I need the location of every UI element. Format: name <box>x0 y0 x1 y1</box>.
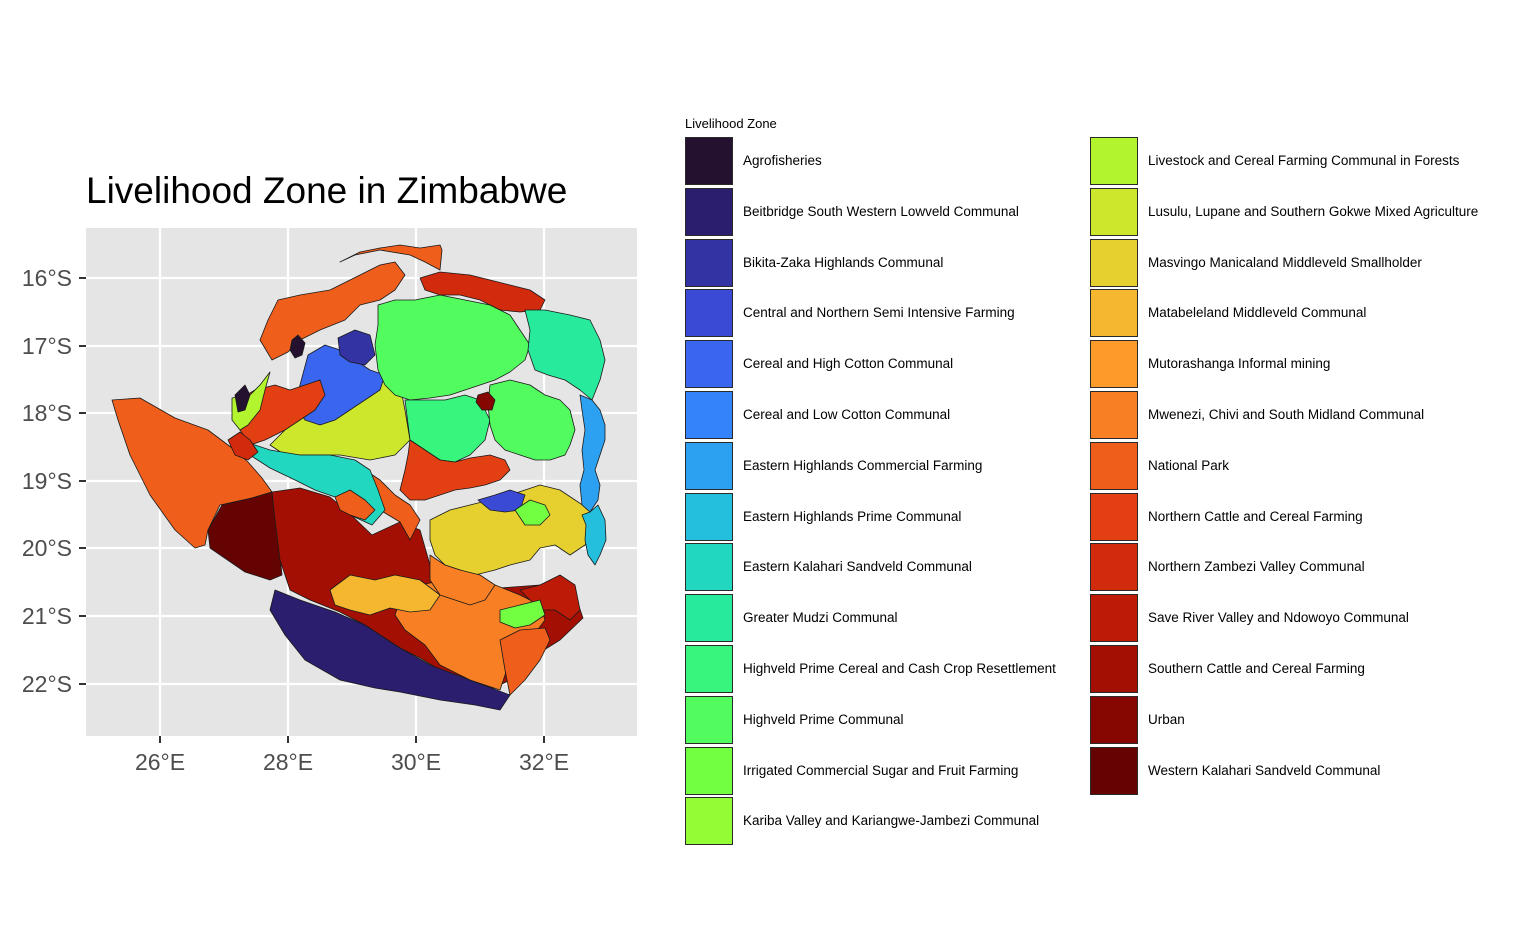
legend-swatch <box>685 492 733 541</box>
zone-northern-cattle-and-cereal-farming <box>399 439 511 501</box>
legend-swatch <box>685 137 733 185</box>
zone-urban <box>475 391 496 411</box>
legend-label: Mwenezi, Chivi and South Midland Communa… <box>1148 406 1425 422</box>
zone-highveld-prime-communal <box>374 294 531 401</box>
legend-swatch <box>1090 187 1138 236</box>
legend-label: Highveld Prime Communal <box>743 711 904 727</box>
axis-ticks <box>79 277 545 743</box>
legend-swatch <box>685 340 733 389</box>
zone-central-and-northern-semi-intensive-farming <box>477 489 526 513</box>
y-tick-label: 22°S <box>22 671 72 697</box>
zone-eastern-highlands-prime-communal <box>581 504 607 566</box>
legend-label: Greater Mudzi Communal <box>743 610 898 626</box>
zone-bikita-zaka-highlands-communal <box>337 329 376 366</box>
legend-label: Eastern Highlands Commercial Farming <box>743 457 983 473</box>
x-tick-label: 30°E <box>391 749 441 775</box>
legend-label: Matabeleland Middleveld Communal <box>1148 305 1367 321</box>
legend-swatch <box>685 543 733 592</box>
legend-swatch <box>1090 137 1138 185</box>
legend-swatch <box>1090 340 1138 389</box>
legend-swatch <box>1090 390 1138 439</box>
legend-label: Masvingo Manicaland Middleveld Smallhold… <box>1148 254 1422 270</box>
legend-label: Cereal and High Cotton Communal <box>743 356 954 372</box>
zone-agrofisheries <box>234 384 251 413</box>
legend-label: Central and Northern Semi Intensive Farm… <box>743 305 1015 321</box>
zimbabwe-zones <box>111 244 607 711</box>
legend-label: Agrofisheries <box>743 153 822 168</box>
zone-irrigated-commercial-sugar-and-fruit-farming <box>499 599 546 629</box>
legend-label: Urban <box>1148 711 1185 727</box>
y-tick-label: 20°S <box>22 535 72 561</box>
y-tick-label: 17°S <box>22 333 72 359</box>
legend-swatch <box>1090 695 1138 744</box>
legend-label: National Park <box>1148 457 1230 473</box>
legend-swatch <box>1090 289 1138 338</box>
legend-label: Bikita-Zaka Highlands Communal <box>743 254 944 270</box>
legend-swatch <box>1090 441 1138 490</box>
legend-swatch <box>685 746 733 795</box>
map-title: Livelihood Zone in Zimbabwe <box>86 170 568 211</box>
zone-beitbridge-south-western-lowveld-communal <box>269 589 511 711</box>
legend-label: Eastern Highlands Prime Communal <box>743 508 962 524</box>
legend-label: Highveld Prime Cereal and Cash Crop Rese… <box>743 660 1056 676</box>
legend-swatch <box>685 289 733 338</box>
zone-national-park <box>259 261 406 361</box>
legend-label: Livestock and Cereal Farming Communal in… <box>1148 153 1460 168</box>
legend-title: Livelihood Zone <box>685 116 777 131</box>
legend-swatch <box>1090 492 1138 541</box>
legend-label: Kariba Valley and Kariangwe-Jambezi Comm… <box>743 813 1040 829</box>
legend-swatch <box>1090 746 1138 795</box>
zone-national-park <box>339 244 443 271</box>
legend-label: Southern Cattle and Cereal Farming <box>1148 660 1365 676</box>
legend-label: Lusulu, Lupane and Southern Gokwe Mixed … <box>1148 203 1479 219</box>
legend-label: Western Kalahari Sandveld Communal <box>1148 762 1381 778</box>
legend-label: Save River Valley and Ndowoyo Communal <box>1148 610 1409 626</box>
x-tick-label: 32°E <box>519 749 569 775</box>
zone-national-park <box>499 627 551 696</box>
legend-label: Northern Cattle and Cereal Farming <box>1148 508 1363 524</box>
legend-swatch <box>685 187 733 236</box>
legend-swatch <box>685 441 733 490</box>
legend-swatch <box>1090 594 1138 643</box>
legend-swatch <box>685 797 733 846</box>
legend-label: Irrigated Commercial Sugar and Fruit Far… <box>743 762 1019 778</box>
zone-northern-zambezi-valley-communal <box>227 431 259 461</box>
legend-swatch <box>685 238 733 287</box>
zone-eastern-highlands-commercial-farming <box>579 394 606 513</box>
zone-irrigated-commercial-sugar-and-fruit-farming <box>514 499 551 526</box>
y-tick-label: 21°S <box>22 603 72 629</box>
legend-swatch <box>685 390 733 439</box>
zone-livestock-and-cereal-farming-communal-in-forests <box>231 371 271 431</box>
y-tick-label: 16°S <box>22 265 72 291</box>
legend-swatch <box>685 695 733 744</box>
zone-matabeleland-middleveld-communal <box>329 574 441 616</box>
legend-label: Beitbridge South Western Lowveld Communa… <box>743 203 1019 219</box>
y-tick-label: 18°S <box>22 400 72 426</box>
x-tick-label: 26°E <box>135 749 185 775</box>
legend-swatch <box>1090 644 1138 693</box>
zone-agrofisheries <box>289 334 306 359</box>
zone-highveld-prime-communal <box>487 379 576 461</box>
legend-swatch <box>1090 238 1138 287</box>
legend-swatch <box>685 594 733 643</box>
x-tick-label: 28°E <box>263 749 313 775</box>
legend-label: Eastern Kalahari Sandveld Communal <box>743 559 972 575</box>
y-tick-label: 19°S <box>22 468 72 494</box>
legend-swatch <box>685 644 733 693</box>
legend-label: Cereal and Low Cotton Communal <box>743 406 951 422</box>
zone-mwenezi-chivi-and-south-midland-communal <box>429 554 496 606</box>
legend-swatch <box>1090 543 1138 592</box>
legend-label: Northern Zambezi Valley Communal <box>1148 559 1365 575</box>
zone-national-park <box>334 489 376 521</box>
legend-label: Mutorashanga Informal mining <box>1148 356 1331 372</box>
